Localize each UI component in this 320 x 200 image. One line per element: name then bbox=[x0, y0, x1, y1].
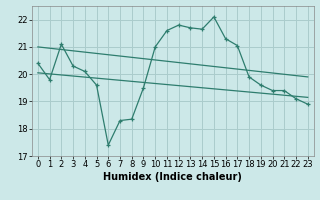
X-axis label: Humidex (Indice chaleur): Humidex (Indice chaleur) bbox=[103, 172, 242, 182]
